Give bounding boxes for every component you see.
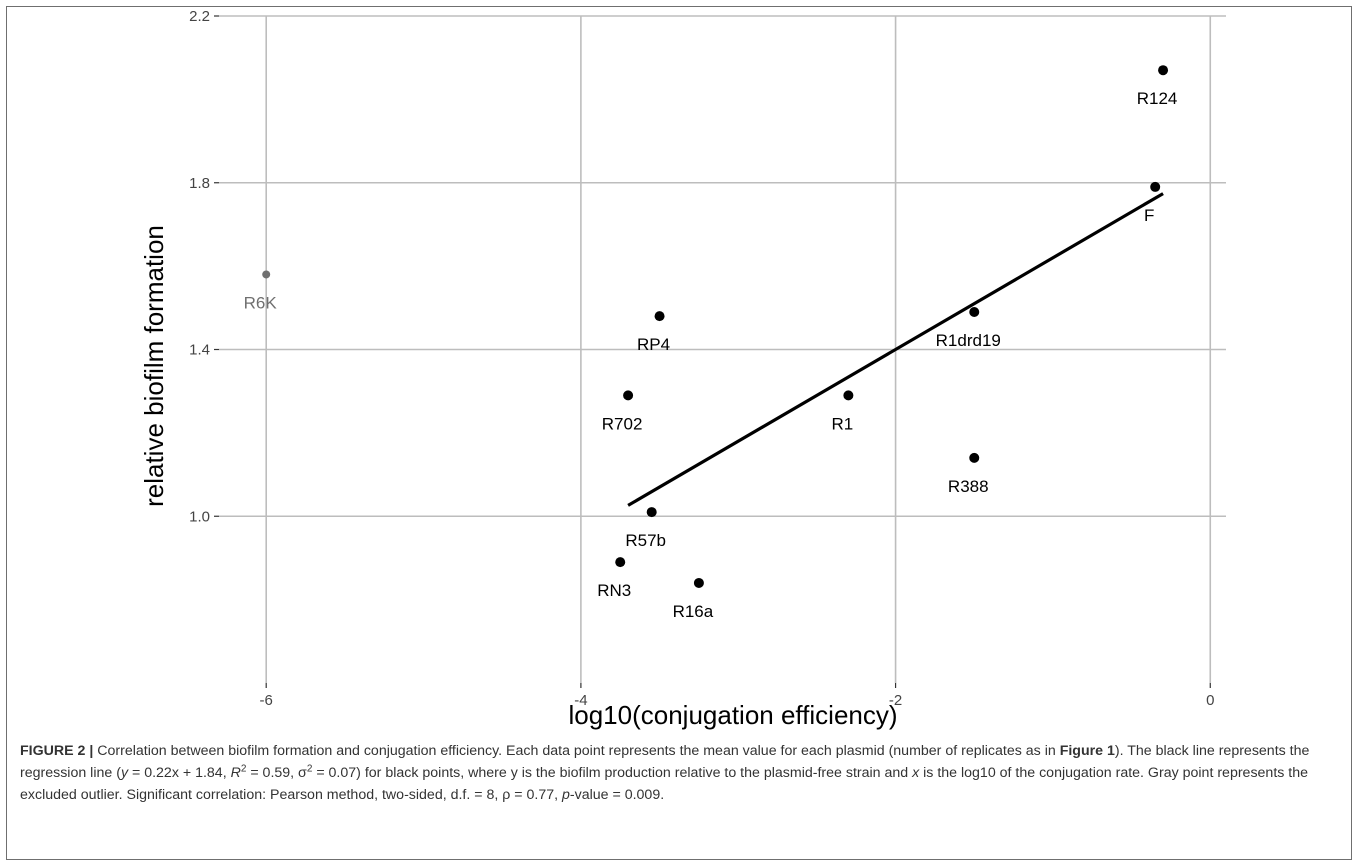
point-label-rp4: RP4 (637, 335, 670, 354)
y-tick-label: 1.4 (189, 342, 210, 359)
data-point-f (1150, 181, 1161, 192)
scatter-chart: -6 -4 -2 0 1.0 1.4 1.8 2.2 R124 F R1drd19 R388 R1 RP… (139, 8, 1226, 730)
point-label-r57b: R57b (625, 531, 666, 550)
point-label-rn3: RN3 (597, 581, 631, 600)
y-tick-label: 1.8 (189, 175, 210, 192)
x-tick-label: 0 (1206, 692, 1214, 709)
data-point-r1 (843, 390, 854, 401)
figure-caption: FIGURE 2 | Correlation between biofilm f… (20, 740, 1338, 806)
data-point-r16a (693, 577, 704, 588)
caption-text-4: -value = 0.009. (569, 787, 665, 803)
x-tick-label: -6 (260, 692, 273, 709)
caption-eq-after-sigma: = 0.07) for black points, where y is the… (312, 765, 913, 781)
point-label-r1drd19: R1drd19 (936, 331, 1001, 350)
y-tick-label: 2.2 (189, 8, 210, 25)
regression-line (627, 192, 1164, 507)
point-label-r16a: R16a (673, 602, 714, 621)
figure-frame (6, 6, 1352, 860)
caption-text-2: ). The black line represents the regress… (20, 743, 1310, 781)
data-point-r702 (623, 390, 634, 401)
data-point-r124 (1158, 65, 1169, 76)
y-axis-title: relative biofilm formation (139, 225, 169, 507)
caption-p-italic: p (562, 787, 570, 803)
data-point-r6k (262, 270, 271, 279)
data-point-rp4 (654, 311, 665, 322)
caption-eq-mid: = 0.22x + 1.84, (128, 765, 231, 781)
data-point-r1drd19 (969, 306, 980, 317)
data-point-r57b (646, 507, 657, 518)
caption-eq-after-r: = 0.59, σ (246, 765, 307, 781)
x-axis-title: log10(conjugation efficiency) (568, 700, 897, 730)
caption-eq-x: x (912, 765, 920, 781)
point-label-f: F (1144, 206, 1154, 225)
x-tick-label: -4 (574, 692, 587, 709)
data-point-rn3 (615, 557, 626, 568)
caption-text-1: Correlation between biofilm formation an… (93, 743, 1060, 759)
point-label-r1: R1 (832, 414, 854, 433)
data-points: R124 F R1drd19 R388 R1 RP4 R702 R57b RN3 R16a R6K (244, 65, 1178, 621)
axes: -6 -4 -2 0 1.0 1.4 1.8 2.2 (189, 8, 1214, 709)
caption-eq-y: y (120, 765, 129, 781)
caption-text-3: is the log10 of the conjugation rate. Gr… (20, 765, 1309, 803)
point-label-r702: R702 (602, 414, 643, 433)
y-tick-label: 1.0 (189, 508, 210, 525)
x-tick-label: -2 (889, 692, 902, 709)
caption-eq-sigma-sup: 2 (306, 763, 313, 775)
grid-lines (219, 15, 1226, 683)
point-label-r6k: R6K (244, 293, 278, 312)
point-label-r388: R388 (948, 477, 989, 496)
caption-figure-ref[interactable]: Figure 1 (1059, 743, 1115, 759)
data-point-r388 (969, 452, 980, 463)
caption-figure-label: FIGURE 2 | (20, 743, 94, 759)
caption-eq-r-sup: 2 (240, 763, 247, 775)
point-label-r124: R124 (1137, 89, 1178, 108)
caption-eq-r: R (230, 765, 241, 781)
